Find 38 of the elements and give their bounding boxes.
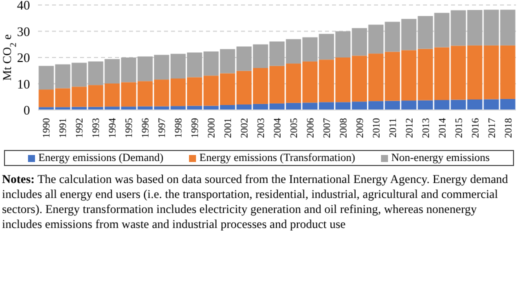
x-tick-label: 1996 (140, 118, 152, 138)
x-tick-label: 2018 (503, 118, 514, 138)
x-tick-label: 1998 (174, 118, 185, 138)
x-tick-label: 1997 (157, 118, 168, 138)
x-tick-label: 2004 (272, 118, 284, 138)
x-tick-label: 1990 (42, 118, 53, 138)
x-tick-label: 2011 (388, 118, 399, 138)
text: Notes: The calculation was based on data sourced from the International Energy Agency. Energy demand includes all energy end users (i.e. the transportation, residential, industrial, agricultural and commercial sectors). Energy transformation includes electricity generation and oil refining, whereas nonenergy includes emissions from waste and industrial processes and product use (2, 172, 510, 232)
x-tick-label: 2007 (322, 118, 333, 138)
x-tick-label: 2009 (354, 118, 366, 138)
x-tick-label: 2010 (371, 118, 382, 138)
x-tick-label: 2014 (437, 118, 448, 138)
x-tick-label: 2001 (223, 118, 234, 138)
y-tick-label: 20 (17, 50, 30, 66)
x-tick-label: 2005 (288, 118, 300, 138)
x-tick-label: 1993 (91, 118, 102, 138)
x-tick-label: 1991 (58, 118, 70, 138)
x-tick-label: 2008 (338, 118, 350, 138)
x-tick-label: 2017 (486, 118, 498, 138)
legend-label: Energy emissions (Demand) (37, 152, 164, 164)
x-tick-label: 2000 (206, 118, 218, 138)
x-tick-label: 1999 (190, 118, 202, 138)
x-tick-label: 2003 (256, 118, 268, 138)
x-tick-label: 1994 (108, 118, 119, 138)
x-tick-label: 2002 (240, 118, 251, 138)
x-tick-label: 2013 (420, 118, 432, 138)
legend-label: Non-energy emissions (390, 152, 490, 164)
y-tick-label: 30 (17, 24, 30, 39)
x-tick-label: 2016 (470, 118, 482, 138)
y-tick-label: 0 (24, 102, 30, 118)
x-tick-label: 1992 (74, 118, 86, 138)
x-tick-label: 2006 (305, 118, 316, 138)
x-tick-label: 2012 (404, 118, 416, 138)
y-tick-label: 10 (17, 76, 30, 92)
y-tick-label: 40 (17, 0, 30, 13)
x-tick-label: 2015 (454, 118, 465, 138)
x-tick-label: 1995 (124, 118, 136, 138)
legend-label: Energy emissions (Transformation) (198, 152, 356, 164)
